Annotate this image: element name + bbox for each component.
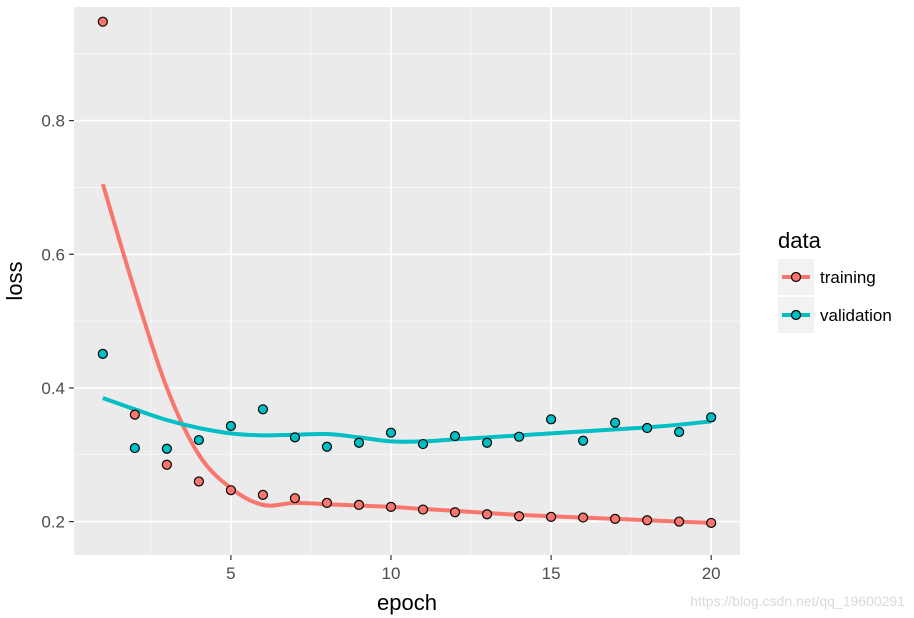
data-point-training bbox=[481, 509, 493, 520]
data-point-validation bbox=[353, 437, 365, 448]
data-point-training bbox=[97, 16, 108, 27]
legend-key-validation bbox=[778, 297, 814, 333]
x-axis-title: epoch bbox=[377, 590, 437, 615]
data-point-validation bbox=[610, 417, 621, 428]
legend-title: data bbox=[778, 228, 822, 253]
y-tick-label: 0.6 bbox=[41, 245, 65, 264]
axis-ticks bbox=[69, 120, 712, 560]
data-point-validation bbox=[321, 441, 333, 452]
data-point-validation bbox=[513, 431, 525, 442]
data-point-validation bbox=[578, 435, 589, 446]
data-point-training bbox=[610, 513, 621, 525]
data-point-validation bbox=[449, 430, 461, 442]
data-point-training bbox=[674, 516, 685, 527]
legend: data training validation bbox=[778, 228, 892, 333]
smooth-line-validation bbox=[102, 396, 712, 444]
data-point-training bbox=[193, 476, 204, 487]
data-point-training bbox=[449, 507, 461, 518]
data-point-training bbox=[161, 459, 172, 470]
data-point-validation bbox=[674, 426, 685, 438]
data-point-validation bbox=[481, 437, 493, 448]
legend-point-validation bbox=[790, 309, 802, 321]
data-point-validation bbox=[706, 412, 717, 423]
legend-key-training bbox=[778, 259, 814, 295]
minor-gridlines bbox=[74, 7, 740, 555]
data-points bbox=[97, 16, 717, 529]
data-point-validation bbox=[385, 427, 397, 438]
y-tick-label: 0.4 bbox=[41, 379, 65, 398]
data-point-training bbox=[353, 499, 365, 510]
legend-point-training bbox=[790, 271, 802, 283]
y-tick-label: 0.8 bbox=[41, 112, 65, 131]
x-tick-label: 10 bbox=[382, 564, 401, 583]
x-tick-label: 15 bbox=[542, 564, 561, 583]
data-point-validation bbox=[545, 414, 557, 425]
data-point-training bbox=[225, 485, 236, 496]
legend-label-validation: validation bbox=[820, 306, 892, 325]
data-point-training bbox=[545, 511, 557, 523]
data-point-validation bbox=[417, 438, 429, 450]
y-tick-label: 0.2 bbox=[41, 513, 65, 532]
data-point-training bbox=[385, 501, 397, 512]
plot-panel bbox=[74, 7, 740, 555]
y-axis-title: loss bbox=[2, 261, 27, 300]
data-point-training bbox=[513, 511, 525, 522]
data-point-training bbox=[642, 515, 653, 526]
data-point-validation bbox=[129, 442, 140, 454]
data-point-validation bbox=[642, 422, 653, 434]
data-point-training bbox=[417, 504, 429, 515]
data-point-training bbox=[257, 489, 269, 500]
data-point-validation bbox=[257, 404, 269, 415]
data-point-training bbox=[706, 517, 717, 529]
data-point-validation bbox=[193, 434, 204, 446]
x-tick-labels: 5 10 15 20 bbox=[226, 564, 720, 583]
x-tick-label: 20 bbox=[702, 564, 721, 583]
data-point-training bbox=[289, 493, 301, 504]
data-point-validation bbox=[97, 348, 108, 359]
data-point-validation bbox=[161, 443, 172, 454]
legend-label-training: training bbox=[820, 268, 876, 287]
major-gridlines bbox=[74, 7, 740, 555]
y-tick-labels: 0.2 0.4 0.6 0.8 bbox=[41, 112, 65, 532]
data-point-training bbox=[129, 409, 140, 420]
watermark: https://blog.csdn.net/qq_19600291 bbox=[690, 593, 905, 609]
data-point-validation bbox=[225, 420, 236, 432]
data-point-training bbox=[321, 497, 333, 508]
x-tick-label: 5 bbox=[226, 564, 235, 583]
data-point-validation bbox=[289, 432, 301, 443]
data-point-training bbox=[578, 512, 589, 523]
